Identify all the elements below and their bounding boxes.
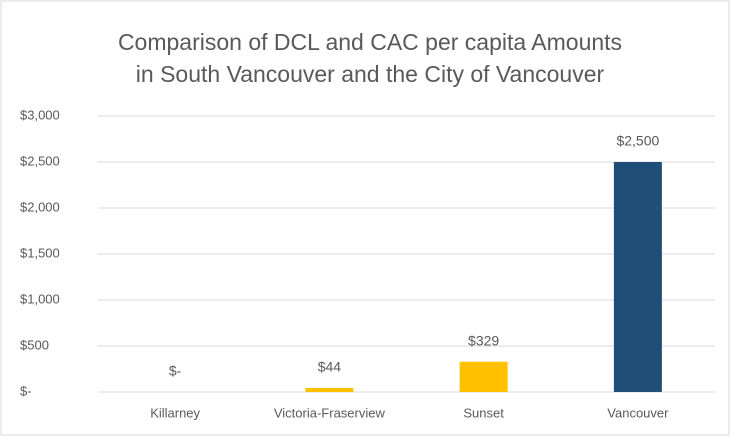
y-tick-label: $2,000 <box>20 199 60 214</box>
y-tick-label: $1,500 <box>20 245 60 260</box>
x-tick-label: Vancouver <box>607 405 669 420</box>
y-tick-label: $3,000 <box>20 107 60 122</box>
data-label: $329 <box>468 332 499 348</box>
chart-title: in South Vancouver and the City of Vanco… <box>136 61 605 87</box>
bar <box>305 387 354 392</box>
chart-title: Comparison of DCL and CAC per capita Amo… <box>118 29 622 55</box>
x-tick-label: Sunset <box>463 405 504 420</box>
bar <box>459 361 508 392</box>
x-tick-label: Killarney <box>150 405 200 420</box>
x-tick-label: Victoria-Fraserview <box>274 405 386 420</box>
data-label: $- <box>169 363 182 379</box>
y-tick-label: $500 <box>20 337 49 352</box>
y-tick-label: $- <box>20 383 32 398</box>
y-tick-label: $1,000 <box>20 291 60 306</box>
data-label: $2,500 <box>616 133 659 149</box>
data-label: $44 <box>318 359 342 375</box>
bar <box>613 162 662 392</box>
y-tick-label: $2,500 <box>20 153 60 168</box>
